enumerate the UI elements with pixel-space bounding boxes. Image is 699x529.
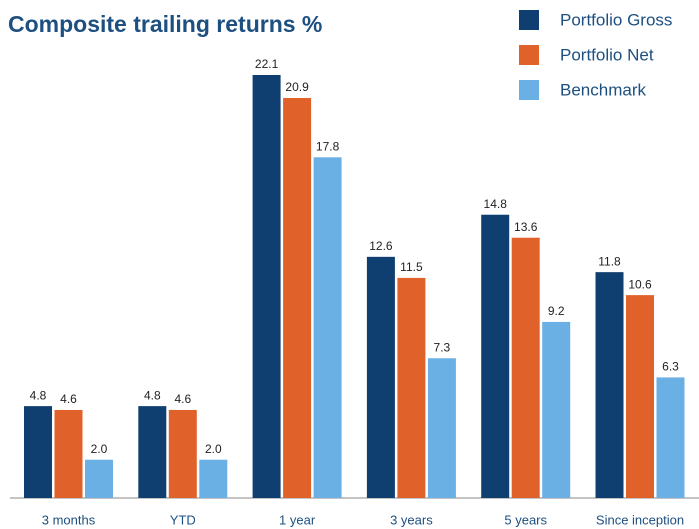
bar xyxy=(481,214,510,498)
bar xyxy=(252,75,281,499)
value-label: 4.8 xyxy=(144,388,161,402)
value-label: 2.0 xyxy=(205,442,222,456)
bar xyxy=(656,377,685,498)
value-label: 22.1 xyxy=(255,57,279,71)
x-tick-label: YTD xyxy=(170,512,196,527)
value-label: 14.8 xyxy=(484,197,508,211)
value-label: 4.8 xyxy=(30,388,47,402)
value-label: 12.6 xyxy=(369,239,393,253)
bar xyxy=(24,406,52,498)
x-tick-label: Since inception xyxy=(596,512,684,527)
legend-swatch xyxy=(519,45,539,65)
bar xyxy=(199,459,228,498)
bar xyxy=(54,409,83,498)
value-label: 11.5 xyxy=(400,260,423,274)
value-label: 13.6 xyxy=(514,220,538,234)
value-label: 17.8 xyxy=(316,139,340,153)
bar xyxy=(626,295,654,498)
legend-swatch xyxy=(519,10,539,30)
value-label: 9.2 xyxy=(548,304,565,318)
value-label: 20.9 xyxy=(285,80,309,94)
value-label: 10.6 xyxy=(628,277,652,291)
bar xyxy=(542,321,571,498)
bar xyxy=(313,157,342,499)
value-label: 2.0 xyxy=(91,442,108,456)
value-label: 6.3 xyxy=(662,360,679,374)
bar xyxy=(511,237,540,499)
value-label: 11.8 xyxy=(598,254,621,268)
bar xyxy=(283,97,312,498)
legend-label: Benchmark xyxy=(560,80,646,99)
legend-label: Portfolio Net xyxy=(560,45,654,64)
x-tick-label: 3 months xyxy=(42,512,96,527)
value-label: 7.3 xyxy=(434,340,451,354)
x-tick-label: 3 years xyxy=(390,512,433,527)
legend-label: Portfolio Gross xyxy=(560,10,672,29)
value-label: 4.6 xyxy=(174,392,191,406)
bar xyxy=(427,358,456,498)
chart-title: Composite trailing returns % xyxy=(8,11,322,37)
bar xyxy=(595,272,624,498)
bar xyxy=(366,256,395,498)
bar xyxy=(85,459,113,498)
bar xyxy=(138,406,167,498)
value-label: 4.6 xyxy=(60,392,77,406)
bar xyxy=(397,277,426,498)
bar xyxy=(168,409,197,498)
x-tick-label: 1 year xyxy=(279,512,316,527)
legend-swatch xyxy=(519,80,539,100)
x-tick-label: 5 years xyxy=(504,512,547,527)
